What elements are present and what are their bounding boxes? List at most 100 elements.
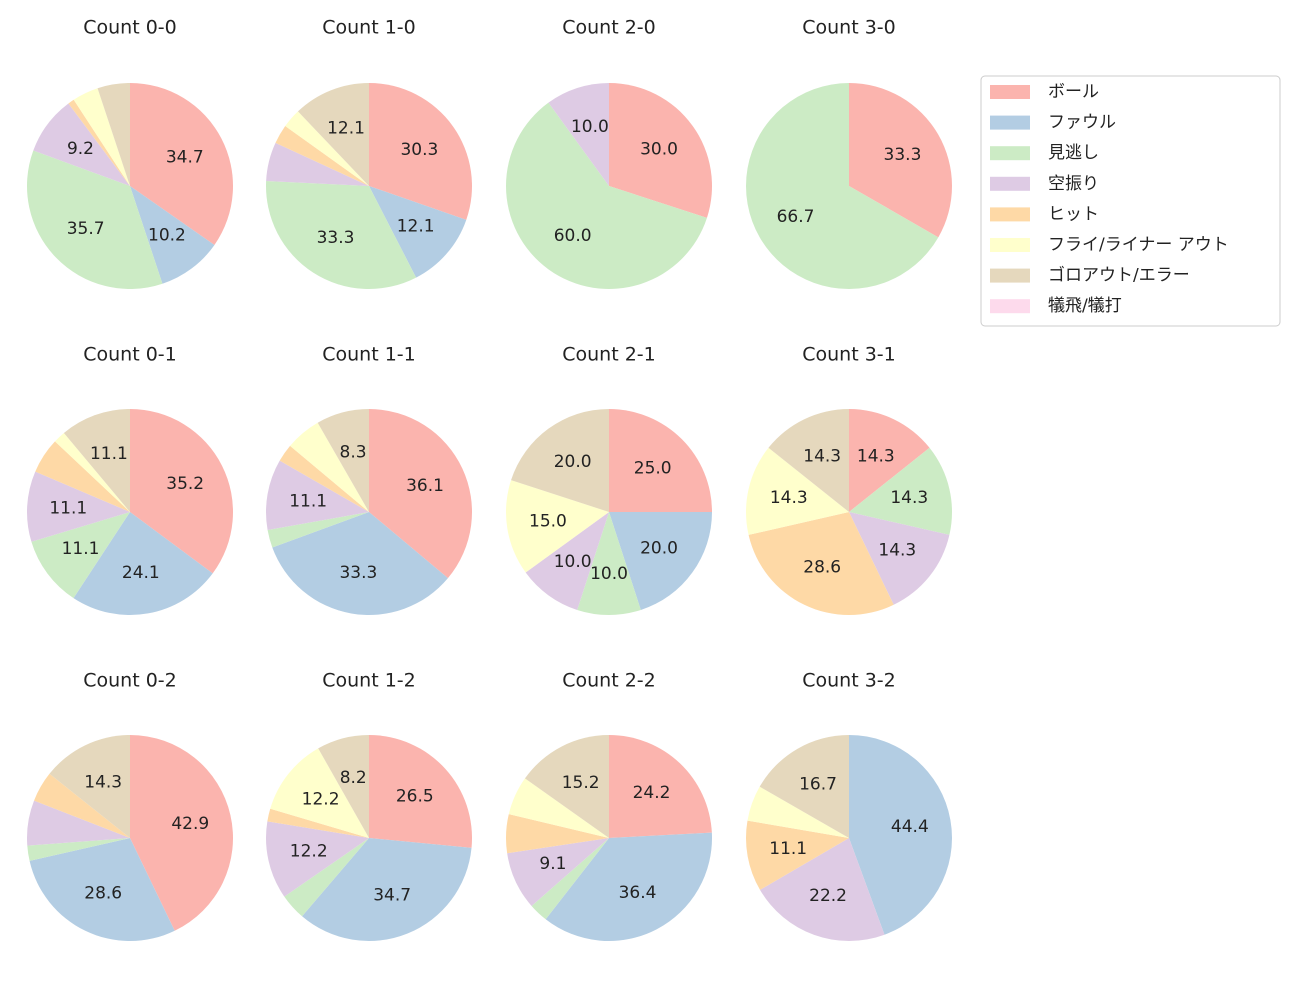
pie-slice [73, 88, 130, 186]
slice-label: 14.3 [878, 541, 916, 561]
pie-slice [49, 735, 130, 838]
pie-slice [849, 409, 930, 512]
pie-slice [747, 786, 849, 838]
slice-label: 10.0 [571, 117, 609, 137]
subplot-title: Count 2-1 [562, 344, 656, 366]
legend-label: フライ/ライナー アウト [1048, 235, 1229, 255]
pie-slice [609, 83, 712, 218]
pie-slice [97, 83, 130, 186]
pie-slice [505, 814, 609, 854]
slice-label: 10.0 [554, 552, 592, 572]
legend-swatch [990, 268, 1030, 283]
legend-swatch [990, 85, 1030, 99]
subplot-title: Count 1-0 [322, 17, 416, 39]
pie-slice [849, 512, 950, 605]
pie-slice [524, 735, 609, 838]
subplot-title: Count 2-2 [562, 670, 656, 692]
slice-label: 44.4 [891, 817, 929, 837]
pie-slice [266, 460, 369, 531]
pie-slice [68, 99, 130, 186]
slice-label: 9.2 [67, 139, 94, 159]
slice-label: 10.2 [148, 226, 186, 246]
legend-swatch [990, 176, 1030, 191]
slice-label: 60.0 [554, 226, 592, 246]
pie-slice [285, 111, 369, 186]
slice-label: 22.2 [809, 886, 847, 906]
slice-label: 15.0 [529, 512, 567, 532]
pie-slice [130, 83, 233, 245]
pie-slice [267, 808, 369, 838]
subplot-title: Count 0-0 [83, 17, 177, 39]
pie-slice [849, 447, 952, 535]
pie-slice [506, 102, 707, 289]
slice-label: 30.3 [400, 140, 438, 160]
slice-label: 36.1 [406, 476, 444, 496]
pie-slice [748, 512, 894, 616]
pie-slice [302, 838, 472, 941]
pie-slice [369, 735, 472, 848]
legend-label: 見逃し [1048, 143, 1099, 163]
pie-slice [130, 186, 215, 284]
subplot-title: Count 3-2 [802, 670, 896, 692]
slice-label: 11.1 [49, 499, 87, 519]
legend-swatch [990, 238, 1030, 252]
slice-label: 10.0 [590, 564, 628, 584]
slice-label: 12.2 [302, 790, 340, 810]
slice-label: 24.2 [633, 783, 671, 803]
legend-label: ゴロアウト/エラー [1048, 265, 1190, 286]
pie-slice [26, 471, 131, 542]
pie-slice [272, 512, 448, 616]
slice-label: 16.7 [799, 775, 837, 795]
slice-label: 11.1 [62, 539, 100, 559]
slice-label: 28.6 [84, 884, 122, 904]
subplot-title: Count 3-1 [802, 344, 896, 366]
slice-label: 24.1 [122, 563, 160, 583]
pie-slice [29, 838, 175, 941]
pie-slice [525, 512, 609, 610]
slice-label: 12.2 [290, 842, 328, 862]
pie-slice [267, 512, 369, 548]
pie-slice [511, 409, 609, 512]
subplot-title: Count 2-0 [562, 17, 656, 39]
slice-label: 8.2 [340, 768, 367, 788]
pie-slice [760, 838, 885, 941]
pie-slice [369, 186, 467, 278]
pie-slice [745, 820, 849, 890]
pie-slice [609, 409, 712, 512]
slice-label: 11.1 [90, 444, 128, 464]
pie-slice [130, 409, 234, 574]
pie-slice [507, 838, 609, 906]
pie-slice [63, 409, 130, 512]
pie-slice [768, 409, 849, 512]
pie-slice [31, 512, 130, 599]
pie-slice [266, 180, 417, 290]
slice-label: 20.0 [640, 538, 678, 558]
pie-slice [26, 150, 163, 290]
subplot-title: Count 0-2 [83, 670, 177, 692]
slice-label: 36.4 [619, 883, 657, 903]
pie-slice [531, 838, 609, 920]
pie-slice [33, 103, 131, 186]
slice-label: 25.0 [634, 458, 672, 478]
pie-slice [317, 409, 369, 512]
slice-label: 33.3 [317, 228, 355, 248]
pie-slice [369, 83, 472, 220]
slice-label: 35.7 [67, 219, 105, 239]
pie-slice [27, 838, 130, 861]
slice-label: 12.1 [327, 119, 365, 139]
pie-slice [290, 422, 369, 512]
slice-label: 30.0 [640, 140, 678, 160]
legend-swatch [990, 115, 1030, 130]
legend-box [980, 75, 1281, 327]
slice-label: 9.1 [539, 854, 566, 874]
slice-label: 14.3 [890, 488, 928, 508]
pie-slice [266, 821, 369, 897]
pie-slice [759, 735, 849, 838]
slice-label: 11.1 [289, 491, 327, 511]
slice-label: 15.2 [562, 773, 600, 793]
pie-slice [34, 773, 130, 838]
legend-label: ファウル [1048, 113, 1116, 133]
pie-slice [130, 735, 233, 931]
pie-slice [26, 800, 130, 846]
slice-label: 12.1 [397, 217, 435, 237]
